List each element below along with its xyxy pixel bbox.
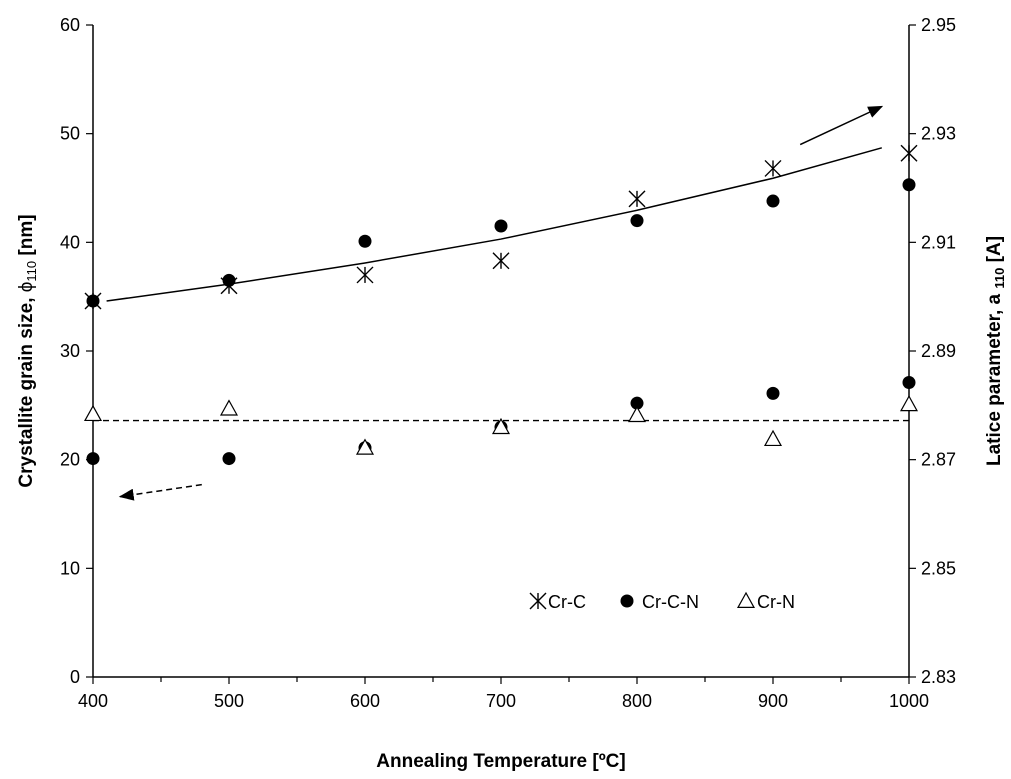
data-point-cr-c-right [356,266,374,284]
data-point-cr-c-right [628,190,646,208]
data-point-cr-c-n-right [86,294,100,308]
data-point-cr-c-n-left [630,396,644,410]
legend-label: Cr-C-N [642,592,699,612]
right-axis-arrow [799,105,884,146]
y-left-tick-label: 20 [60,450,80,470]
data-point-cr-n-left [219,399,239,416]
data-point-cr-c-n-right [766,194,780,208]
data-point-cr-c-n-right [358,234,372,248]
y-right-tick-label: 2.89 [921,341,956,361]
x-axis-title: Annealing Temperature [ºC] [376,751,625,772]
trend-lines [93,105,909,501]
y-right-tick-label: 2.91 [921,232,956,252]
data-point-cr-n-left [763,429,783,447]
legend-marker [620,594,634,608]
y-right-axis-title: Latice parameter, a 110 [A] [984,236,1007,466]
data-marks [83,144,919,466]
x-tick-label: 800 [622,691,652,711]
data-point-cr-n-left [83,404,103,422]
x-tick-label: 600 [350,691,380,711]
y-left-tick-label: 0 [70,667,80,687]
y-left-tick-label: 40 [60,232,80,252]
ticks: 400 500 600 700 800 900 1000 0 10 20 30 40 50 60 2.83 2… [60,15,956,711]
data-point-cr-c-right [764,159,782,177]
axis-titles: Annealing Temperature [ºC] Crystallite gr… [16,214,1007,772]
y-left-tick-label: 10 [60,558,80,578]
y-right-tick-label: 2.83 [921,667,956,687]
y-left-tick-label: 50 [60,124,80,144]
y-left-tick-label: 30 [60,341,80,361]
data-point-cr-c-n-left [222,452,236,466]
data-point-cr-c-right [900,144,918,162]
x-tick-label: 900 [758,691,788,711]
y-right-tick-label: 2.95 [921,15,956,35]
x-tick-label: 500 [214,691,244,711]
y-right-tick-label: 2.85 [921,558,956,578]
legend-marker [529,592,547,610]
data-point-cr-n-left [355,438,375,455]
data-point-cr-c-n-right [630,214,644,228]
legend: Cr-C Cr-C-N Cr-N [529,591,795,612]
x-tick-label: 700 [486,691,516,711]
y-left-tick-label: 60 [60,15,80,35]
legend-label: Cr-C [548,592,586,612]
data-point-cr-c-right [492,252,510,270]
data-point-cr-n-left [491,417,511,435]
data-point-cr-c-n-left [766,386,780,400]
solid-trend-line [106,147,883,302]
data-point-cr-c-n-left [86,452,100,466]
data-point-cr-n-left [627,405,647,423]
axes [92,25,910,678]
y-left-axis-title: Crystallite grain size, ϕ110 [nm] [16,214,39,487]
data-point-cr-n-left [899,395,919,412]
data-point-cr-c-n-right [494,219,508,233]
data-point-cr-c-n-left [902,376,916,390]
legend-marker [736,591,756,609]
y-right-tick-label: 2.93 [921,124,956,144]
y-right-tick-label: 2.87 [921,450,956,470]
data-point-cr-c-n-right [222,273,236,287]
x-tick-label: 400 [78,691,108,711]
left-axis-arrow [118,483,202,501]
legend-label: Cr-N [757,592,795,612]
x-tick-label: 1000 [889,691,929,711]
data-point-cr-c-n-right [902,178,916,192]
